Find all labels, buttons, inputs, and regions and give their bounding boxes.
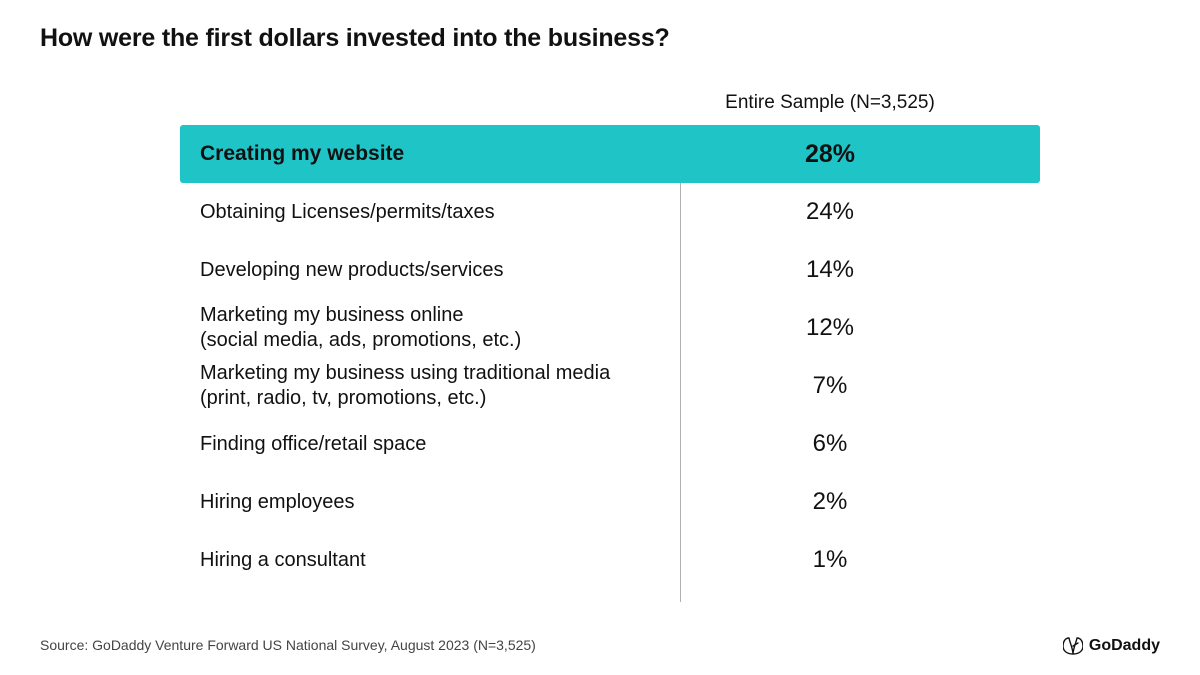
row-value: 2%	[680, 488, 980, 516]
data-table: Creating my website28%Obtaining Licenses…	[180, 125, 1040, 589]
table-row: Obtaining Licenses/permits/taxes24%	[180, 183, 1040, 241]
godaddy-logo-icon	[1063, 637, 1083, 655]
table-row: Creating my website28%	[180, 125, 1040, 183]
row-label: Obtaining Licenses/permits/taxes	[180, 194, 680, 231]
table-row: Hiring employees2%	[180, 473, 1040, 531]
row-value: 12%	[680, 314, 980, 342]
brand-label: GoDaddy	[1089, 637, 1160, 655]
row-value: 14%	[680, 256, 980, 284]
row-label: Creating my website	[180, 135, 680, 173]
row-label: Hiring employees	[180, 484, 680, 521]
table-row: Developing new products/services14%	[180, 241, 1040, 299]
row-label: Marketing my business online(social medi…	[180, 297, 680, 359]
table-row: Marketing my business using traditional …	[180, 357, 1040, 415]
row-label: Developing new products/services	[180, 252, 680, 289]
row-label: Hiring a consultant	[180, 542, 680, 579]
table-row: Hiring a consultant1%	[180, 531, 1040, 589]
row-value: 24%	[680, 198, 980, 226]
row-value: 7%	[680, 372, 980, 400]
row-value: 6%	[680, 430, 980, 458]
table-row: Marketing my business online(social medi…	[180, 299, 1040, 357]
row-label: Marketing my business using traditional …	[180, 355, 680, 417]
row-label: Finding office/retail space	[180, 426, 680, 463]
source-line: Source: GoDaddy Venture Forward US Natio…	[40, 637, 536, 653]
table-row: Finding office/retail space6%	[180, 415, 1040, 473]
brand-logo: GoDaddy	[1063, 637, 1160, 655]
column-header: Entire Sample (N=3,525)	[680, 92, 980, 114]
row-value: 28%	[680, 140, 980, 169]
chart-title: How were the first dollars invested into…	[40, 24, 670, 53]
row-value: 1%	[680, 546, 980, 574]
